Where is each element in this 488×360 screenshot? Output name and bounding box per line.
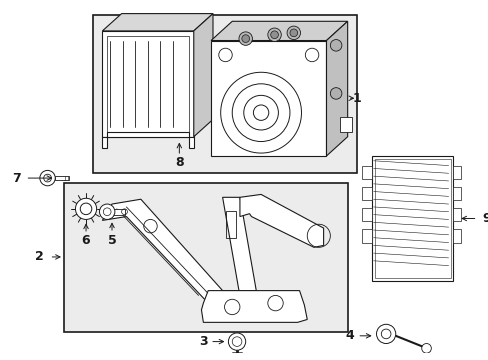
Text: 7: 7 — [12, 172, 21, 185]
Text: 2: 2 — [36, 251, 44, 264]
Bar — [107, 209, 124, 215]
Bar — [93, 14, 357, 173]
Circle shape — [239, 32, 252, 45]
Circle shape — [289, 29, 297, 37]
Polygon shape — [211, 21, 347, 41]
Text: 8: 8 — [175, 156, 183, 169]
Text: 5: 5 — [107, 234, 116, 247]
Bar — [55, 176, 69, 180]
Polygon shape — [193, 14, 213, 137]
Bar — [371, 156, 452, 281]
Circle shape — [75, 198, 97, 220]
Polygon shape — [211, 41, 326, 156]
Circle shape — [270, 31, 278, 39]
Circle shape — [286, 26, 300, 40]
Circle shape — [40, 170, 55, 186]
Text: 6: 6 — [81, 234, 90, 247]
Polygon shape — [222, 197, 256, 291]
Text: 9: 9 — [481, 212, 488, 225]
Circle shape — [99, 204, 115, 220]
Bar — [339, 117, 351, 132]
Circle shape — [267, 28, 281, 41]
Polygon shape — [326, 21, 347, 156]
Text: 3: 3 — [199, 335, 207, 348]
Bar — [452, 208, 460, 221]
Bar — [374, 159, 449, 278]
Bar — [452, 166, 460, 179]
Bar — [107, 36, 188, 132]
Bar — [361, 229, 371, 243]
Polygon shape — [102, 14, 213, 31]
Circle shape — [421, 343, 430, 353]
Polygon shape — [240, 194, 323, 247]
Circle shape — [376, 324, 395, 343]
Circle shape — [330, 40, 341, 51]
Circle shape — [242, 35, 249, 42]
Polygon shape — [102, 31, 193, 137]
Text: 4: 4 — [345, 329, 353, 342]
Text: 1: 1 — [352, 92, 361, 105]
Polygon shape — [102, 132, 193, 148]
Bar — [361, 208, 371, 221]
Polygon shape — [201, 291, 306, 322]
Bar — [361, 187, 371, 200]
Circle shape — [330, 88, 341, 99]
Bar — [452, 187, 460, 200]
Polygon shape — [102, 199, 256, 303]
Bar — [64, 183, 347, 332]
Circle shape — [228, 333, 245, 350]
Bar — [452, 229, 460, 243]
Bar — [361, 166, 371, 179]
